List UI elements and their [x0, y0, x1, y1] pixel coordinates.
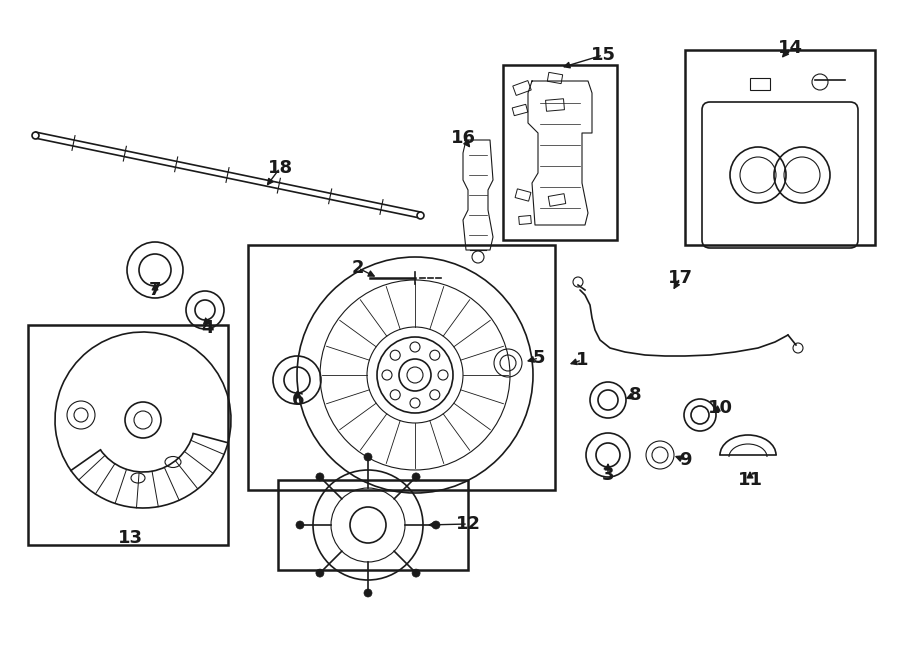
Bar [28, 325, 228, 545]
Circle shape [364, 589, 372, 597]
Circle shape [432, 521, 440, 529]
Circle shape [391, 390, 401, 400]
Circle shape [438, 370, 448, 380]
Circle shape [430, 350, 440, 360]
Bar [512, 104, 527, 116]
Circle shape [382, 370, 392, 380]
Bar [503, 65, 617, 240]
Bar [513, 81, 531, 95]
Circle shape [412, 473, 420, 481]
Text: 16: 16 [451, 129, 475, 147]
Text: 7: 7 [148, 281, 161, 299]
Text: 2: 2 [352, 259, 365, 277]
Text: 17: 17 [668, 269, 692, 287]
Text: 18: 18 [267, 159, 293, 177]
Bar [548, 194, 566, 206]
Bar [248, 245, 555, 490]
Text: 11: 11 [737, 471, 762, 489]
Text: 1: 1 [576, 351, 589, 369]
Bar [518, 215, 531, 225]
Text: 12: 12 [455, 515, 481, 533]
Text: 8: 8 [629, 386, 642, 404]
Circle shape [377, 337, 453, 413]
Circle shape [430, 390, 440, 400]
Text: 13: 13 [118, 529, 142, 547]
Bar [278, 480, 468, 570]
Text: 4: 4 [201, 319, 213, 337]
Text: 10: 10 [707, 399, 733, 417]
Circle shape [296, 521, 304, 529]
Bar [545, 98, 564, 111]
Circle shape [316, 569, 324, 577]
Bar [750, 78, 770, 90]
Text: 9: 9 [679, 451, 691, 469]
Text: 15: 15 [590, 46, 616, 64]
Circle shape [364, 453, 372, 461]
Circle shape [410, 342, 420, 352]
Circle shape [316, 473, 324, 481]
Bar [685, 50, 875, 245]
Bar [515, 189, 531, 201]
Text: 5: 5 [533, 349, 545, 367]
Circle shape [410, 398, 420, 408]
Bar [547, 72, 562, 84]
Text: 14: 14 [778, 39, 803, 57]
Circle shape [412, 569, 420, 577]
Circle shape [391, 350, 401, 360]
Text: 6: 6 [292, 391, 304, 409]
Text: 3: 3 [602, 466, 614, 484]
